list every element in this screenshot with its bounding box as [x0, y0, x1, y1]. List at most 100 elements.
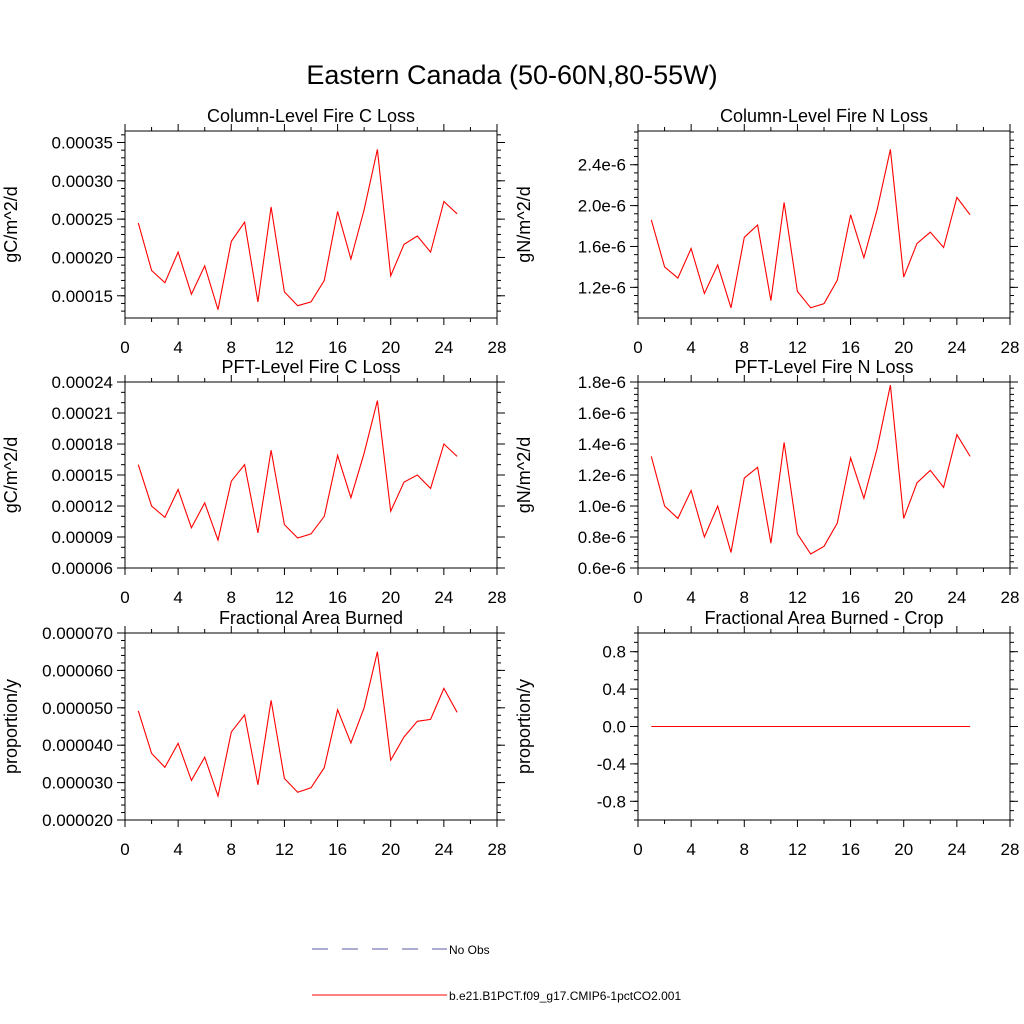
y-tick-label: 1.0e-6 — [578, 497, 626, 516]
x-tick-label: 28 — [1001, 338, 1020, 357]
y-tick-label: 0.00009 — [52, 528, 113, 547]
y-tick-label: 0.000030 — [42, 774, 113, 793]
y-tick-label: 0.8 — [602, 643, 626, 662]
x-tick-label: 0 — [633, 840, 642, 859]
y-tick-label: 1.2e-6 — [578, 466, 626, 485]
plot-frame — [637, 381, 1011, 569]
chart-panel-1: Column-Level Fire C Loss gC/m^2/d 0 4 8 12 16 2… — [1, 106, 506, 357]
chart-panel-5: Fractional Area Burned proportion/y 0 4 8 12 1… — [1, 608, 506, 859]
y-tick-label: 1.4e-6 — [578, 435, 626, 454]
x-tick-label: 4 — [173, 338, 182, 357]
x-tick-label: 20 — [894, 588, 913, 607]
x-tick-label: 8 — [740, 840, 749, 859]
x-tick-label: 20 — [381, 588, 400, 607]
x-tick-label: 12 — [788, 588, 807, 607]
legend-label: b.e21.B1PCT.f09_g17.CMIP6-1pctCO2.001 — [449, 989, 681, 1003]
x-tick-label: 24 — [947, 840, 966, 859]
series-line — [137, 651, 458, 799]
y-tick-label: 0.00035 — [52, 133, 113, 152]
series-line — [650, 384, 971, 555]
legend: No Obs b.e21.B1PCT.f09_g17.CMIP6-1pctCO2.… — [312, 943, 681, 1003]
y-tick-label: 0.00015 — [52, 466, 113, 485]
x-tick-label: 4 — [686, 588, 695, 607]
y-tick-label: 0.000060 — [42, 661, 113, 680]
chart-panel-6: Fractional Area Burned - Crop proportion/… — [514, 608, 1019, 859]
chart-panel-3: PFT-Level Fire C Loss gC/m^2/d 0 4 8 12 16 20 24… — [1, 357, 506, 607]
chart-title: PFT-Level Fire C Loss — [221, 357, 400, 377]
y-tick-label: 0.6e-6 — [578, 559, 626, 578]
y-tick-label: 0.000050 — [42, 699, 113, 718]
plot-frame — [124, 632, 498, 821]
y-axis-label: proportion/y — [514, 679, 534, 774]
y-tick-label: 0.00025 — [52, 210, 113, 229]
x-tick-label: 24 — [434, 588, 453, 607]
x-tick-label: 12 — [275, 840, 294, 859]
x-tick-label: 4 — [173, 588, 182, 607]
x-tick-label: 16 — [328, 588, 347, 607]
y-tick-label: 2.4e-6 — [578, 156, 626, 175]
y-axis-label: gN/m^2/d — [514, 186, 534, 262]
y-tick-label: 0.000070 — [42, 624, 113, 643]
x-tick-label: 12 — [788, 338, 807, 357]
x-tick-label: 24 — [947, 338, 966, 357]
x-tick-label: 12 — [788, 840, 807, 859]
x-tick-label: 4 — [686, 338, 695, 357]
chart-panel-2: Column-Level Fire N Loss gN/m^2/d 0 4 8 12 16 2… — [514, 106, 1019, 357]
x-tick-label: 0 — [120, 840, 129, 859]
x-tick-label: 0 — [633, 588, 642, 607]
y-axis-label: gC/m^2/d — [1, 437, 21, 513]
x-tick-label: 28 — [488, 840, 507, 859]
chart-panel-4: PFT-Level Fire N Loss gN/m^2/d 0 4 8 12 16 20 24… — [514, 357, 1019, 607]
chart-title: PFT-Level Fire N Loss — [734, 357, 913, 377]
y-axis-label: gN/m^2/d — [514, 437, 534, 513]
y-tick-label: 0.00021 — [52, 404, 113, 423]
x-tick-label: 20 — [894, 840, 913, 859]
y-tick-label: 0.00006 — [52, 559, 113, 578]
plot-frame — [637, 130, 1011, 319]
chart-title: Fractional Area Burned - Crop — [704, 608, 943, 628]
x-tick-label: 12 — [275, 338, 294, 357]
y-tick-label: -0.8 — [597, 792, 626, 811]
x-tick-label: 0 — [120, 338, 129, 357]
x-tick-label: 20 — [894, 338, 913, 357]
chart-title: Fractional Area Burned — [219, 608, 403, 628]
y-tick-label: -0.4 — [597, 755, 626, 774]
y-tick-label: 2.0e-6 — [578, 197, 626, 216]
y-tick-label: 1.2e-6 — [578, 278, 626, 297]
plot-frame — [124, 381, 498, 569]
series-line — [137, 149, 458, 310]
y-axis-label: gC/m^2/d — [1, 186, 21, 262]
y-tick-label: 0.000020 — [42, 811, 113, 830]
x-tick-label: 28 — [1001, 840, 1020, 859]
chart-title: Column-Level Fire N Loss — [720, 106, 928, 126]
y-axis-label: proportion/y — [1, 679, 21, 774]
x-tick-label: 0 — [633, 338, 642, 357]
x-tick-label: 16 — [841, 338, 860, 357]
x-tick-label: 28 — [1001, 588, 1020, 607]
legend-label: No Obs — [449, 943, 490, 957]
y-tick-label: 0.00012 — [52, 497, 113, 516]
chart-title: Column-Level Fire C Loss — [207, 106, 415, 126]
x-tick-label: 24 — [434, 338, 453, 357]
x-tick-label: 20 — [381, 840, 400, 859]
y-tick-label: 0.00020 — [52, 248, 113, 267]
y-tick-label: 1.8e-6 — [578, 373, 626, 392]
plot-frame — [124, 130, 498, 319]
x-tick-label: 16 — [328, 840, 347, 859]
x-tick-label: 16 — [841, 840, 860, 859]
y-tick-label: 0.00018 — [52, 435, 113, 454]
x-tick-label: 8 — [227, 588, 236, 607]
x-tick-label: 0 — [120, 588, 129, 607]
x-tick-label: 8 — [740, 338, 749, 357]
page-title: Eastern Canada (50-60N,80-55W) — [306, 60, 717, 90]
x-tick-label: 16 — [841, 588, 860, 607]
y-tick-label: 0.4 — [602, 680, 626, 699]
x-tick-label: 8 — [227, 338, 236, 357]
y-tick-label: 0.00015 — [52, 287, 113, 306]
x-tick-label: 8 — [227, 840, 236, 859]
x-tick-label: 16 — [328, 338, 347, 357]
x-tick-label: 4 — [173, 840, 182, 859]
y-tick-label: 0.000040 — [42, 736, 113, 755]
y-tick-label: 0.00024 — [52, 373, 113, 392]
